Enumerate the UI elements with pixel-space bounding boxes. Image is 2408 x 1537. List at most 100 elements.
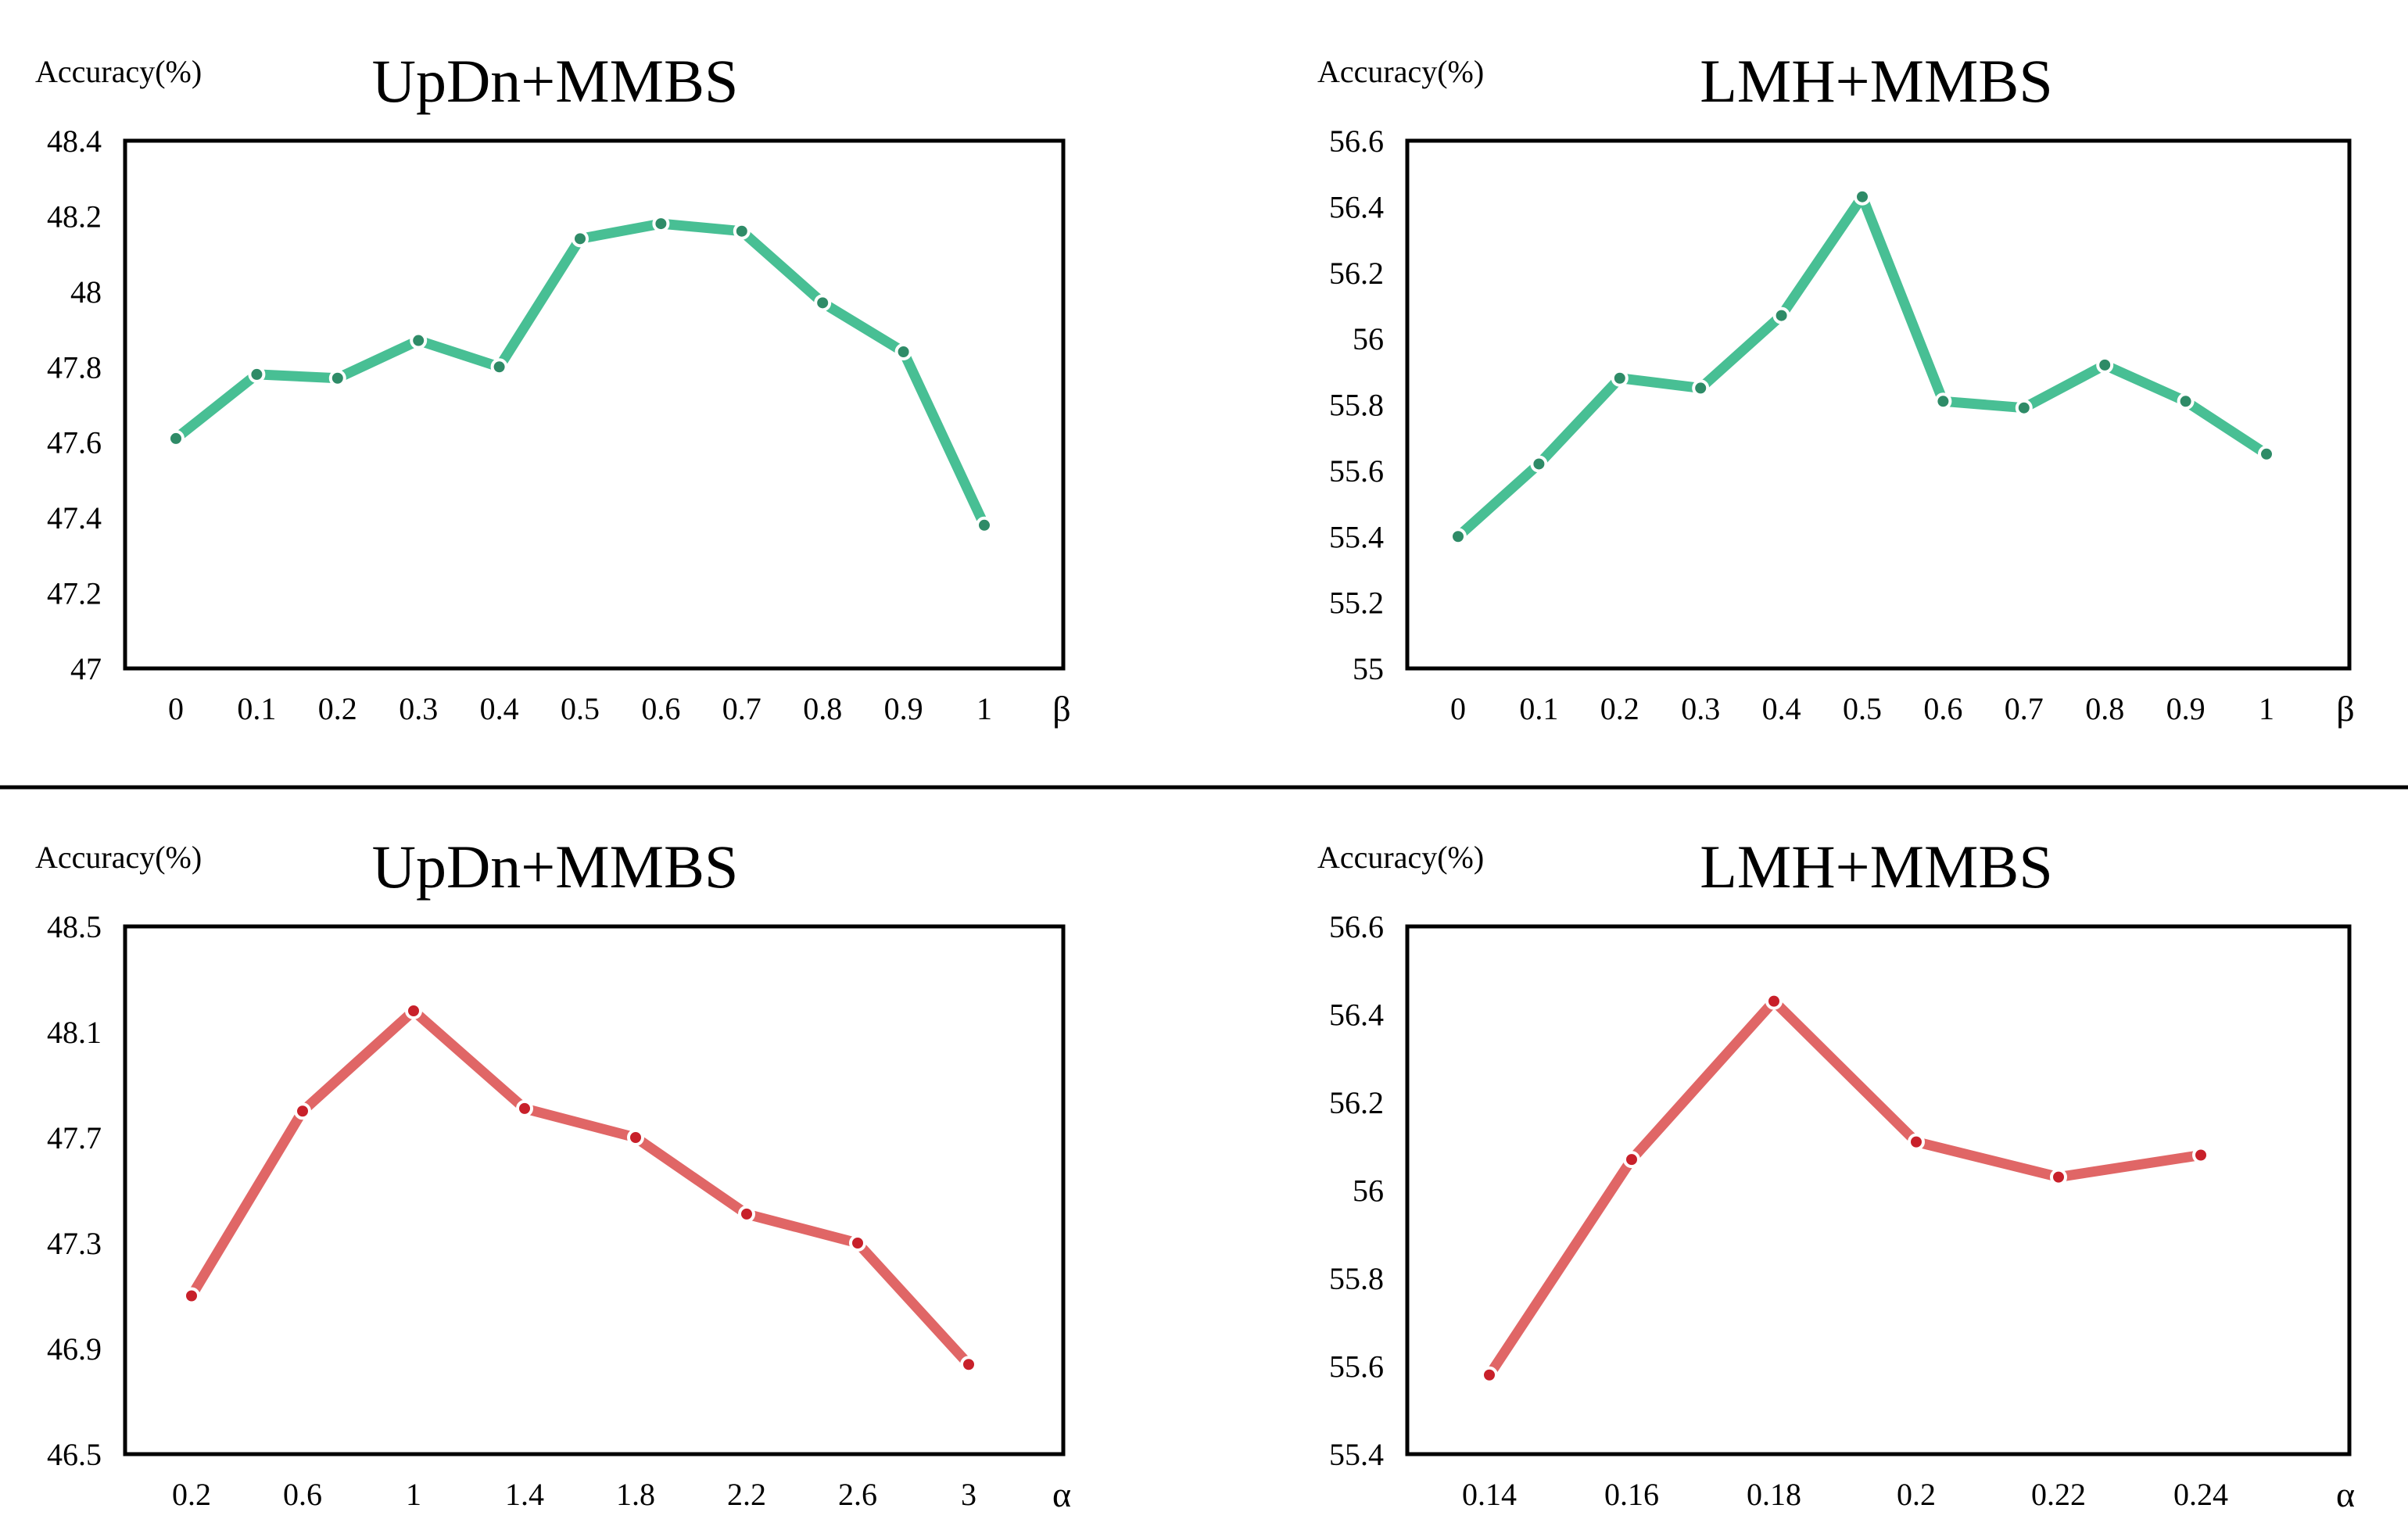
y-tick-label: 55.6: [1329, 1349, 1384, 1385]
data-point: [1772, 306, 1790, 324]
data-point: [2192, 1146, 2209, 1164]
data-point: [516, 1099, 533, 1117]
y-tick-label: 56: [1353, 321, 1384, 356]
y-tick-label: 55.4: [1329, 519, 1384, 554]
x-tick-label: 1: [976, 691, 992, 726]
x-tick-label: 3: [961, 1477, 976, 1512]
plot-frame: [1405, 924, 2352, 1456]
y-tick-label: 48.4: [47, 124, 102, 159]
data-point: [1611, 369, 1629, 387]
x-tick-label: 0.2: [318, 691, 357, 726]
y-tick-label: 47.8: [47, 349, 102, 385]
y-tick-label: 56.2: [1329, 256, 1384, 291]
data-point: [572, 230, 589, 248]
x-tick-label: 0.1: [1519, 691, 1558, 726]
y-tick-label: 56.2: [1329, 1085, 1384, 1120]
y-tick-label: 55: [1353, 651, 1384, 686]
x-tick-label: 0.6: [283, 1477, 322, 1512]
y-tick-label: 55.8: [1329, 388, 1384, 423]
y-tick-label: 47.4: [47, 500, 102, 536]
y-tick-label: 55.6: [1329, 453, 1384, 489]
x-tick-label: 0.2: [1600, 691, 1639, 726]
x-tick-label: 0.3: [399, 691, 438, 726]
y-axis-label: Accuracy(%): [35, 54, 202, 89]
data-point: [1765, 992, 1783, 1010]
data-point: [294, 1102, 311, 1120]
x-tick-label: 2.2: [727, 1477, 766, 1512]
data-point: [976, 516, 993, 534]
data-point: [2177, 392, 2195, 410]
series-line: [170, 218, 990, 531]
x-tick-label: 0: [1450, 691, 1466, 726]
data-point: [652, 215, 670, 233]
y-tick-label: 48.5: [47, 909, 102, 944]
y-tick-label: 47.6: [47, 425, 102, 460]
data-point: [248, 365, 266, 383]
chart-title: UpDn+MMBS: [372, 833, 739, 901]
y-tick-label: 56: [1353, 1173, 1384, 1209]
data-point: [1530, 455, 1548, 473]
data-point: [1481, 1366, 1498, 1384]
x-tick-label: 1.8: [616, 1477, 655, 1512]
x-tick-label: 0.7: [2005, 691, 2044, 726]
data-point: [167, 429, 185, 447]
chart-title: LMH+MMBS: [1700, 47, 2052, 115]
data-point: [2096, 356, 2114, 374]
data-point: [960, 1356, 977, 1374]
x-tick-label: 0.6: [641, 691, 680, 726]
data-point: [183, 1287, 200, 1305]
x-tick-label: 0.9: [884, 691, 923, 726]
x-tick-label: 0.16: [1604, 1477, 1659, 1512]
x-tick-label: 0.8: [2085, 691, 2124, 726]
x-tick-label: 1: [406, 1477, 421, 1512]
y-tick-label: 55.2: [1329, 586, 1384, 621]
data-point: [738, 1205, 755, 1223]
chart-title: UpDn+MMBS: [372, 47, 739, 115]
x-tick-label: 0.4: [1762, 691, 1801, 726]
x-tick-label: 0.2: [1897, 1477, 1936, 1512]
x-tick-label: 0.6: [1923, 691, 1962, 726]
data-point: [894, 343, 912, 360]
data-point: [490, 358, 508, 376]
y-tick-label: 56.4: [1329, 998, 1384, 1033]
x-tick-label: 1.4: [505, 1477, 544, 1512]
data-point: [1908, 1133, 1925, 1151]
x-axis-label: β: [1052, 689, 1070, 729]
x-tick-label: 0.14: [1462, 1477, 1517, 1512]
data-point: [2258, 445, 2275, 463]
x-tick-label: 0.7: [722, 691, 761, 726]
y-tick-label: 55.8: [1329, 1261, 1384, 1296]
x-tick-label: 2.6: [838, 1477, 877, 1512]
y-tick-label: 46.5: [47, 1437, 102, 1472]
x-tick-label: 0.24: [2173, 1477, 2228, 1512]
x-tick-label: 0.9: [2166, 691, 2206, 726]
x-tick-label: 0.5: [561, 691, 600, 726]
y-tick-label: 48.1: [47, 1015, 102, 1050]
series-line: [1484, 996, 2206, 1381]
data-point: [1934, 392, 1952, 410]
data-point: [1623, 1151, 1640, 1169]
y-axis-label: Accuracy(%): [35, 840, 202, 875]
x-tick-label: 1: [2259, 691, 2274, 726]
x-axis-label: β: [2336, 689, 2354, 729]
data-point: [328, 369, 346, 387]
chart-title: LMH+MMBS: [1700, 833, 2052, 901]
plot-frame: [123, 138, 1066, 671]
x-tick-label: 0.22: [2031, 1477, 2086, 1512]
y-tick-label: 48: [70, 274, 102, 310]
series-line: [1453, 192, 2272, 542]
plot-frame: [1405, 138, 2352, 671]
data-point: [405, 1002, 422, 1019]
y-tick-label: 47.7: [47, 1120, 102, 1155]
y-tick-label: 56.6: [1329, 909, 1384, 944]
series-line: [186, 1005, 974, 1370]
data-point: [1449, 528, 1467, 546]
y-tick-label: 48.2: [47, 199, 102, 234]
data-point: [2015, 399, 2033, 417]
x-tick-label: 0.2: [172, 1477, 211, 1512]
y-tick-label: 47: [70, 651, 102, 686]
data-point: [1692, 379, 1710, 397]
data-point: [814, 294, 832, 312]
y-tick-label: 56.6: [1329, 124, 1384, 159]
